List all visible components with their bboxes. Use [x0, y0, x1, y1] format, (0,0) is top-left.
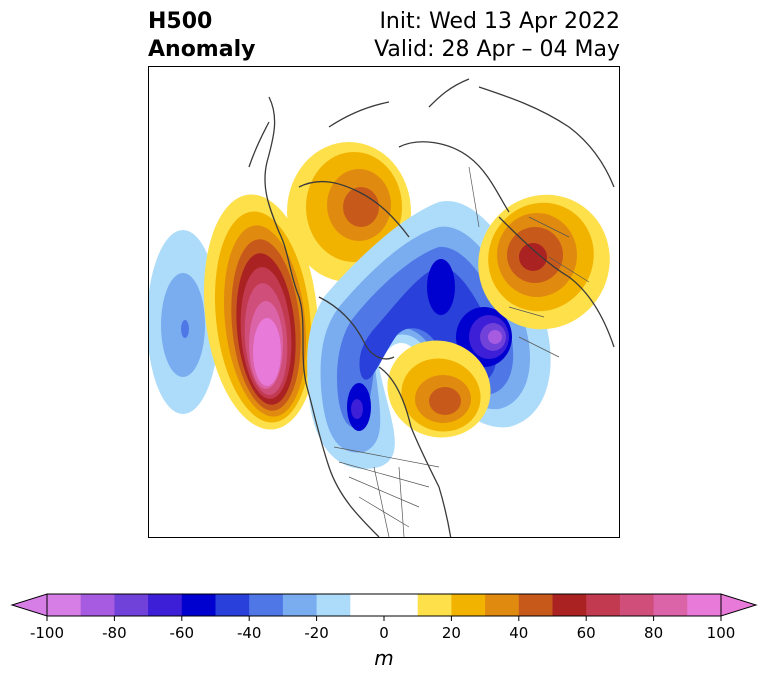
colorbar-swatch [148, 594, 183, 616]
colorbar-tick-label: -100 [29, 624, 65, 642]
colorbar-tick-label: -80 [102, 624, 127, 642]
colorbar-tick-label: 80 [644, 624, 664, 642]
anomaly-atlantic-ridge [387, 340, 491, 438]
colorbar-tick-label: -40 [236, 624, 262, 642]
colorbar-swatch [687, 594, 722, 616]
colorbar-tick-label: -60 [169, 624, 195, 642]
colorbar [10, 593, 758, 621]
colorbar-swatch [114, 594, 149, 616]
colorbar-swatch [619, 594, 655, 616]
valid-range: Valid: 28 Apr – 04 May [374, 37, 620, 62]
colorbar-unit-label: m [374, 646, 394, 670]
colorbar-swatch [181, 594, 216, 616]
coastlines [248, 78, 615, 537]
init-date: Init: Wed 13 Apr 2022 [379, 9, 620, 34]
title-right: Init: Wed 13 Apr 2022 Valid: 28 Apr – 04… [374, 8, 620, 64]
colorbar-swatch [282, 594, 318, 616]
borders [333, 166, 590, 537]
anomaly-west-coast-ridge [203, 194, 319, 430]
colorbar-swatch [485, 594, 520, 616]
anomaly-pacific-trough [149, 230, 219, 414]
colorbar-tick-label: 40 [509, 624, 529, 642]
colorbar-tick-label: 100 [706, 624, 736, 642]
title-field: Anomaly [148, 37, 256, 62]
colorbar-swatch [586, 594, 621, 616]
colorbar-tick-label: 0 [379, 624, 389, 642]
colorbar-swatch [80, 594, 115, 616]
colorbar-tick-label: 60 [576, 624, 596, 642]
colorbar-extend-max [720, 593, 758, 617]
colorbar-swatch [47, 594, 82, 616]
colorbar-swatch [350, 594, 385, 616]
map-panel [148, 66, 620, 538]
colorbar-tick-label: -20 [304, 624, 329, 642]
colorbar-swatch [215, 594, 250, 616]
colorbar-tick-label: 20 [441, 624, 461, 642]
colorbar-ticks: -100 -80 -60 -40 -20 0 20 40 60 80 100 [0, 624, 768, 644]
colorbar-swatch [316, 594, 351, 616]
colorbar-swatch [552, 594, 587, 616]
anomaly-map [149, 78, 615, 537]
title-variable: H500 [148, 9, 213, 34]
colorbar-swatch [653, 594, 688, 616]
colorbar-swatch [417, 594, 452, 616]
colorbar-swatch [451, 594, 486, 616]
colorbar-extend-min [10, 593, 48, 617]
colorbar-swatch [249, 594, 284, 616]
title-left: H500 Anomaly [148, 8, 255, 64]
colorbar-swatch [384, 594, 419, 616]
colorbar-swatch [518, 594, 553, 616]
